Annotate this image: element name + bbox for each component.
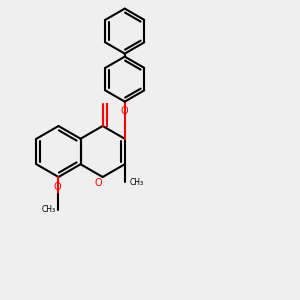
Text: O: O [94, 178, 102, 188]
Text: O: O [53, 182, 61, 192]
Text: CH₃: CH₃ [129, 178, 143, 187]
Text: CH₃: CH₃ [42, 206, 56, 214]
Text: O: O [121, 106, 129, 116]
